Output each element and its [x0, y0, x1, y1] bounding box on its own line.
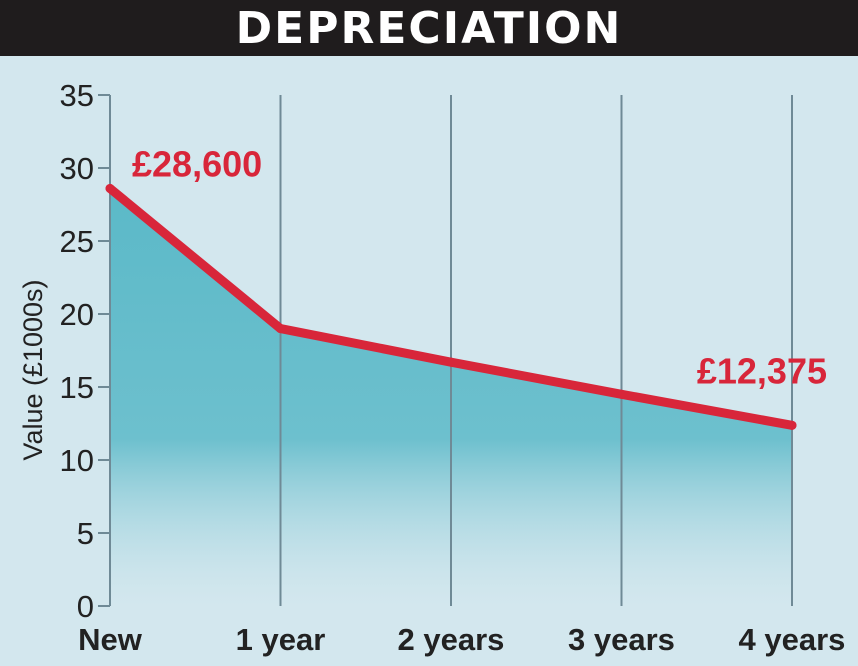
data-point-1 [276, 324, 285, 334]
y-tick-label-35: 35 [60, 78, 94, 113]
y-tick-label-10: 10 [60, 443, 94, 478]
depreciation-chart: 0 5 10 15 20 25 30 35 New 1 year 2 years 3 years 4 y… [18, 78, 846, 657]
y-tick-label-20: 20 [60, 297, 94, 332]
data-point-4 [787, 420, 797, 430]
data-point-2 [446, 357, 456, 367]
y-tick-label-30: 30 [60, 151, 94, 186]
x-tick-label-4-years: 4 years [739, 622, 846, 657]
x-tick-label-new: New [78, 622, 143, 657]
data-label-4: £12,375 [697, 350, 827, 391]
data-label-0: £28,600 [132, 143, 262, 184]
chart-title: DEPRECIATION [235, 2, 623, 54]
data-point-3 [617, 389, 626, 399]
title-bar: DEPRECIATION [0, 0, 858, 56]
y-tick-label-0: 0 [77, 589, 94, 624]
y-axis-label: Value (£1000s) [18, 279, 48, 460]
x-tick-label-2-years: 2 years [398, 622, 505, 657]
x-tick-label-3-years: 3 years [568, 622, 675, 657]
y-tick-label-5: 5 [77, 516, 94, 551]
x-tick-label-1-year: 1 year [236, 622, 326, 657]
data-point-0 [105, 183, 115, 193]
y-tick-label-25: 25 [60, 224, 94, 259]
y-tick-label-15: 15 [60, 370, 94, 405]
